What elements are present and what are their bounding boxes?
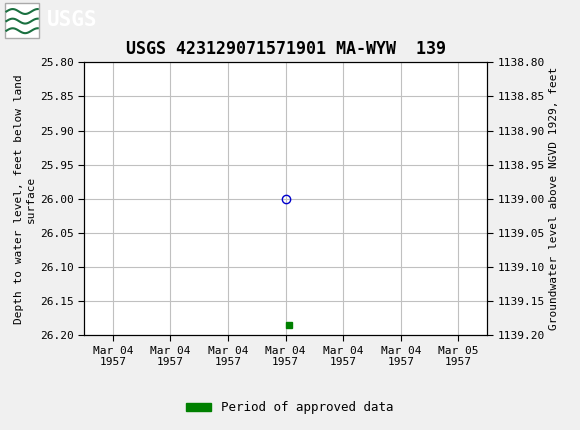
Y-axis label: Groundwater level above NGVD 1929, feet: Groundwater level above NGVD 1929, feet xyxy=(549,67,559,331)
FancyBboxPatch shape xyxy=(5,3,39,37)
Text: USGS: USGS xyxy=(46,10,97,31)
Title: USGS 423129071571901 MA-WYW  139: USGS 423129071571901 MA-WYW 139 xyxy=(126,40,445,58)
Y-axis label: Depth to water level, feet below land
surface: Depth to water level, feet below land su… xyxy=(14,74,36,324)
Legend: Period of approved data: Period of approved data xyxy=(181,396,399,419)
